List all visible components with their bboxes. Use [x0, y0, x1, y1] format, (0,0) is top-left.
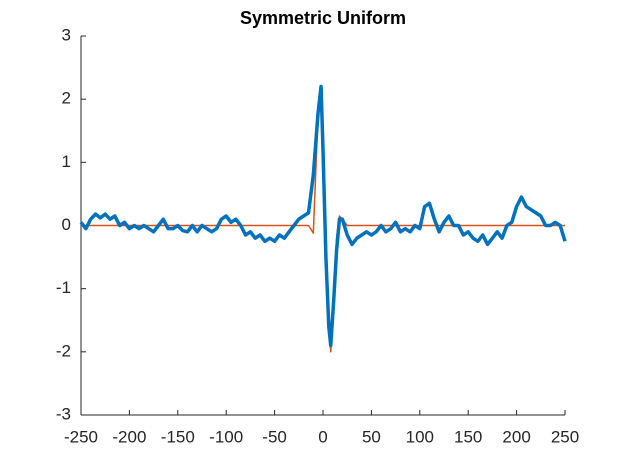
y-tick-label: -1 — [56, 278, 71, 297]
y-tick-label: 0 — [62, 215, 71, 234]
x-tick-label: -250 — [64, 427, 98, 446]
x-tick-label: -50 — [262, 427, 287, 446]
chart-title: Symmetric Uniform — [240, 8, 406, 28]
data-line — [79, 84, 567, 348]
y-tick-label: -2 — [56, 341, 71, 360]
x-tick-label: 150 — [454, 427, 482, 446]
x-tick-label: 100 — [406, 427, 434, 446]
y-tick-label: -3 — [56, 404, 71, 423]
x-tick-label: 0 — [318, 427, 327, 446]
x-tick-label: 250 — [551, 427, 579, 446]
y-tick-label: 2 — [62, 89, 71, 108]
x-tick-label: 200 — [502, 427, 530, 446]
x-tick-label: 50 — [362, 427, 381, 446]
y-tick-label: 3 — [62, 25, 71, 44]
y-tick-label: 1 — [62, 152, 71, 171]
x-tick-label: -200 — [112, 427, 146, 446]
x-tick-label: -150 — [161, 427, 195, 446]
x-tick-label: -100 — [209, 427, 243, 446]
